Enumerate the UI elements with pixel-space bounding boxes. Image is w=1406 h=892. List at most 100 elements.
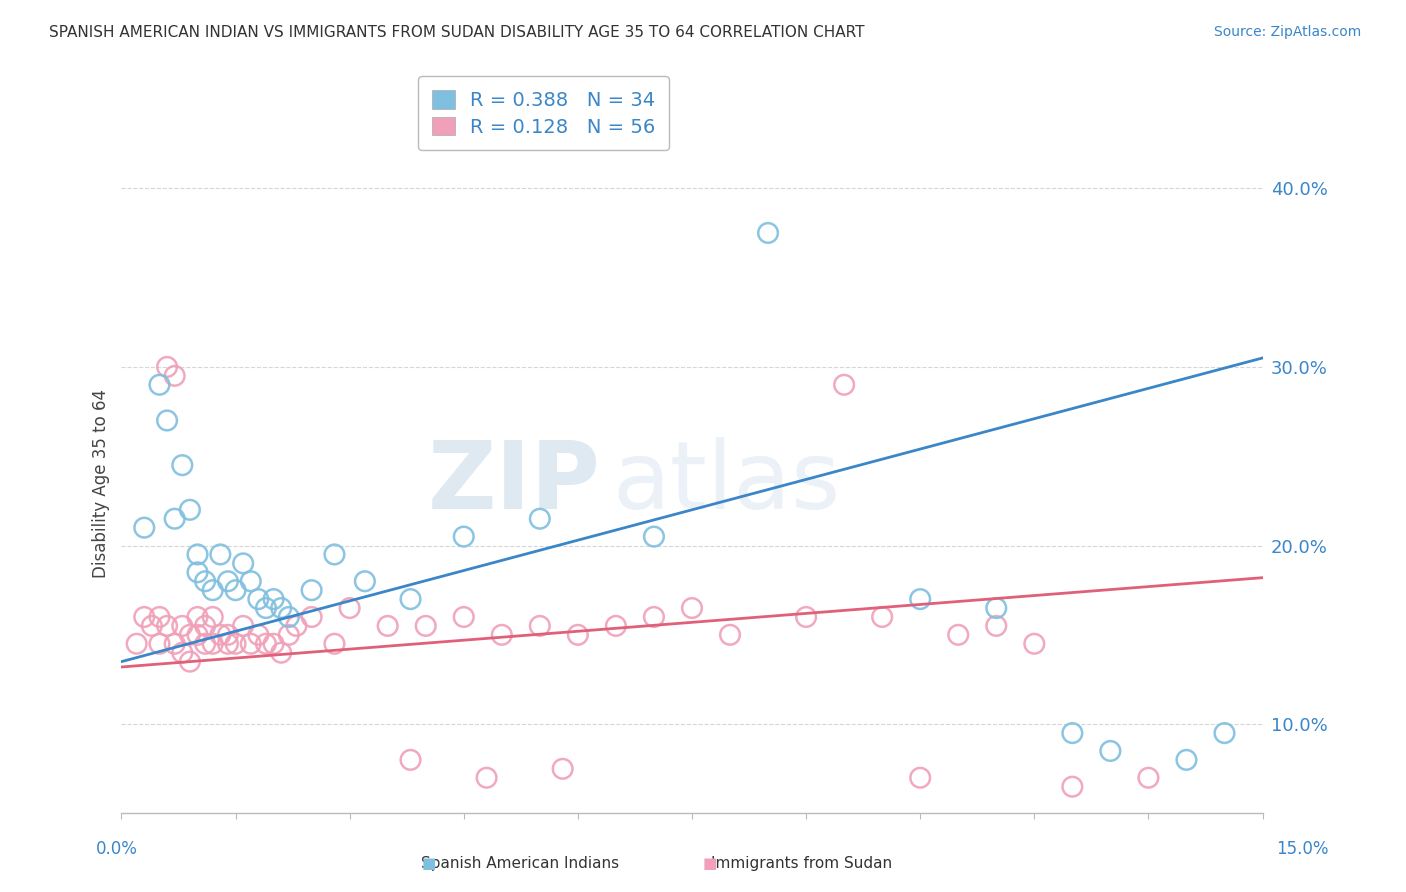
Point: [354, 574, 377, 589]
Point: [285, 619, 308, 633]
Point: [986, 601, 1008, 615]
Point: [225, 583, 247, 598]
Point: [239, 574, 262, 589]
Point: [870, 610, 893, 624]
Point: [148, 637, 170, 651]
Point: [323, 637, 346, 651]
Point: [148, 610, 170, 624]
Point: [301, 583, 323, 598]
Point: [986, 619, 1008, 633]
Point: [163, 368, 186, 383]
Point: [1062, 780, 1084, 794]
Point: [415, 619, 437, 633]
Point: [156, 359, 179, 374]
Point: [263, 637, 285, 651]
Point: [529, 512, 551, 526]
Point: [186, 566, 208, 580]
Point: [172, 619, 194, 633]
Point: [491, 628, 513, 642]
Point: [948, 628, 970, 642]
Point: [756, 226, 779, 240]
Point: [908, 771, 931, 785]
Point: [179, 655, 201, 669]
Point: [163, 637, 186, 651]
Legend: R = 0.388   N = 34, R = 0.128   N = 56: R = 0.388 N = 34, R = 0.128 N = 56: [418, 77, 669, 150]
Point: [453, 530, 475, 544]
Point: [239, 637, 262, 651]
Point: [201, 610, 224, 624]
Point: [277, 610, 299, 624]
Point: [475, 771, 498, 785]
Point: [217, 628, 239, 642]
Point: [551, 762, 574, 776]
Text: 0.0%: 0.0%: [96, 840, 138, 858]
Point: [1213, 726, 1236, 740]
Point: [301, 610, 323, 624]
Text: ZIP: ZIP: [427, 437, 600, 529]
Point: [339, 601, 361, 615]
Point: [194, 574, 217, 589]
Point: [209, 548, 232, 562]
Text: Source: ZipAtlas.com: Source: ZipAtlas.com: [1213, 25, 1361, 39]
Text: SPANISH AMERICAN INDIAN VS IMMIGRANTS FROM SUDAN DISABILITY AGE 35 TO 64 CORRELA: SPANISH AMERICAN INDIAN VS IMMIGRANTS FR…: [49, 25, 865, 40]
Text: Spanish American Indians: Spanish American Indians: [422, 856, 619, 871]
Point: [1175, 753, 1198, 767]
Point: [377, 619, 399, 633]
Point: [148, 377, 170, 392]
Point: [1137, 771, 1160, 785]
Point: [399, 592, 422, 607]
Point: [832, 377, 855, 392]
Point: [263, 592, 285, 607]
Point: [323, 548, 346, 562]
Point: [201, 637, 224, 651]
Point: [643, 530, 665, 544]
Point: [529, 619, 551, 633]
Point: [156, 413, 179, 427]
Y-axis label: Disability Age 35 to 64: Disability Age 35 to 64: [93, 389, 110, 577]
Point: [270, 646, 292, 660]
Point: [1024, 637, 1046, 651]
Point: [232, 619, 254, 633]
Point: [399, 753, 422, 767]
Point: [134, 521, 156, 535]
Point: [141, 619, 163, 633]
Point: [179, 503, 201, 517]
Point: [172, 458, 194, 472]
Text: 15.0%: 15.0%: [1277, 840, 1329, 858]
Text: atlas: atlas: [612, 437, 841, 529]
Point: [270, 601, 292, 615]
Point: [1062, 726, 1084, 740]
Point: [186, 628, 208, 642]
Point: [254, 601, 277, 615]
Point: [194, 637, 217, 651]
Point: [718, 628, 741, 642]
Point: [605, 619, 627, 633]
Point: [225, 637, 247, 651]
Point: [232, 557, 254, 571]
Point: [172, 646, 194, 660]
Point: [254, 637, 277, 651]
Point: [217, 574, 239, 589]
Text: Immigrants from Sudan: Immigrants from Sudan: [711, 856, 891, 871]
Point: [156, 619, 179, 633]
Point: [643, 610, 665, 624]
Point: [247, 628, 270, 642]
Point: [567, 628, 589, 642]
Point: [1099, 744, 1122, 758]
Point: [247, 592, 270, 607]
Point: [201, 583, 224, 598]
Text: ■: ■: [422, 856, 436, 871]
Point: [134, 610, 156, 624]
Point: [163, 512, 186, 526]
Point: [681, 601, 703, 615]
Point: [794, 610, 817, 624]
Text: ■: ■: [703, 856, 717, 871]
Point: [908, 592, 931, 607]
Point: [179, 628, 201, 642]
Point: [125, 637, 148, 651]
Point: [277, 628, 299, 642]
Point: [217, 637, 239, 651]
Point: [186, 548, 208, 562]
Point: [186, 610, 208, 624]
Point: [194, 619, 217, 633]
